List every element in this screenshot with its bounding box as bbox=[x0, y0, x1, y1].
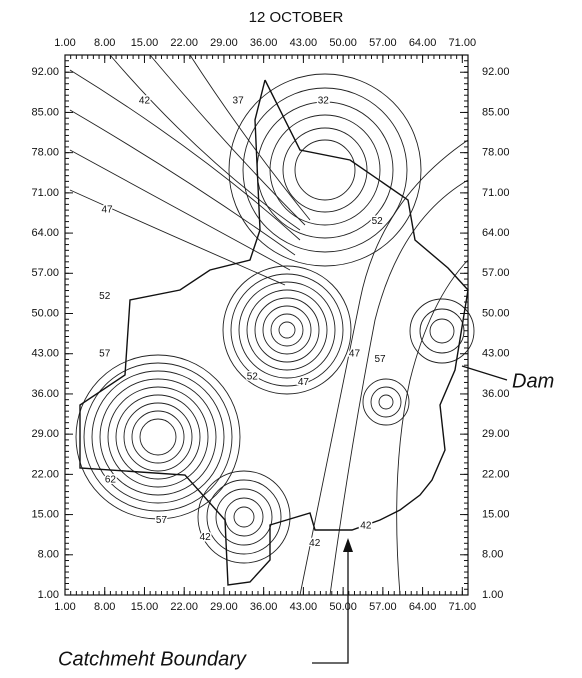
y-tick-label: 92.00 bbox=[482, 66, 510, 78]
y-tick-label: 15.00 bbox=[482, 508, 510, 520]
contour-label: 47 bbox=[349, 348, 361, 359]
y-tick-label: 78.00 bbox=[482, 147, 510, 159]
x-tick-label: 57.00 bbox=[369, 601, 397, 613]
page: {"chart_data": {"type": "contour", "titl… bbox=[0, 0, 582, 678]
x-tick-label: 15.00 bbox=[131, 37, 159, 49]
contour-label: 37 bbox=[233, 96, 245, 107]
y-tick-label: 71.00 bbox=[482, 187, 510, 199]
y-tick-label: 57.00 bbox=[31, 267, 59, 279]
dam-arrow bbox=[462, 366, 507, 380]
x-tick-label: 29.00 bbox=[210, 601, 238, 613]
x-tick-label: 8.00 bbox=[94, 601, 115, 613]
y-tick-label: 57.00 bbox=[482, 267, 510, 279]
contour-label: 42 bbox=[309, 538, 321, 549]
y-tick-label: 8.00 bbox=[38, 549, 59, 561]
dam-label: Dam bbox=[512, 370, 554, 392]
y-tick-label: 36.00 bbox=[31, 388, 59, 400]
y-tick-label: 64.00 bbox=[31, 227, 59, 239]
contour-label: 57 bbox=[374, 354, 386, 365]
y-tick-label: 50.00 bbox=[482, 307, 510, 319]
contour-label: 47 bbox=[101, 205, 113, 216]
y-tick-label: 50.00 bbox=[31, 307, 59, 319]
x-tick-label: 71.00 bbox=[449, 601, 477, 613]
y-tick-label: 8.00 bbox=[482, 549, 503, 561]
y-tick-label: 43.00 bbox=[31, 348, 59, 360]
y-tick-label: 85.00 bbox=[31, 106, 59, 118]
y-tick-label: 29.00 bbox=[31, 428, 59, 440]
arrow-head bbox=[343, 538, 353, 552]
y-tick-label: 29.00 bbox=[482, 428, 510, 440]
x-tick-label: 71.00 bbox=[449, 37, 477, 49]
y-tick-label: 78.00 bbox=[31, 147, 59, 159]
y-tick-label: 92.00 bbox=[31, 66, 59, 78]
y-tick-label: 22.00 bbox=[482, 468, 510, 480]
x-tick-label: 22.00 bbox=[170, 37, 198, 49]
contour-label: 52 bbox=[99, 291, 111, 302]
x-tick-label: 29.00 bbox=[210, 37, 238, 49]
x-tick-label: 1.00 bbox=[54, 601, 75, 613]
chart: 12 OCTOBER Dam Catchmeht Boundary 1.001.… bbox=[0, 0, 582, 678]
x-tick-label: 64.00 bbox=[409, 601, 437, 613]
contour-label: 62 bbox=[105, 475, 117, 486]
x-tick-label: 64.00 bbox=[409, 37, 437, 49]
x-tick-label: 15.00 bbox=[131, 601, 159, 613]
chart-title: 12 OCTOBER bbox=[249, 9, 344, 26]
contour-label: 42 bbox=[360, 521, 372, 532]
contour-label: 57 bbox=[156, 515, 168, 526]
y-tick-label: 22.00 bbox=[31, 468, 59, 480]
contour-label: 47 bbox=[298, 377, 310, 388]
x-tick-label: 36.00 bbox=[250, 37, 278, 49]
x-tick-label: 43.00 bbox=[290, 37, 318, 49]
contour-label: 57 bbox=[99, 348, 111, 359]
contour-label: 32 bbox=[318, 96, 330, 107]
y-tick-label: 64.00 bbox=[482, 227, 510, 239]
y-tick-label: 85.00 bbox=[482, 106, 510, 118]
x-tick-label: 1.00 bbox=[54, 37, 75, 49]
x-tick-label: 43.00 bbox=[290, 601, 318, 613]
x-tick-label: 8.00 bbox=[94, 37, 115, 49]
x-tick-label: 57.00 bbox=[369, 37, 397, 49]
contour-label: 52 bbox=[372, 216, 384, 227]
x-tick-label: 22.00 bbox=[170, 601, 198, 613]
y-tick-label: 1.00 bbox=[38, 589, 59, 601]
y-tick-label: 36.00 bbox=[482, 388, 510, 400]
y-tick-label: 71.00 bbox=[31, 187, 59, 199]
boundary-label: Catchmeht Boundary bbox=[58, 648, 247, 670]
y-tick-label: 1.00 bbox=[482, 589, 503, 601]
x-tick-label: 36.00 bbox=[250, 601, 278, 613]
contour-label: 52 bbox=[247, 371, 259, 382]
contour-label: 42 bbox=[139, 96, 151, 107]
x-tick-label: 50.00 bbox=[329, 601, 357, 613]
y-tick-label: 43.00 bbox=[482, 348, 510, 360]
contours bbox=[70, 55, 474, 595]
x-tick-label: 50.00 bbox=[329, 37, 357, 49]
contour-label: 42 bbox=[200, 532, 212, 543]
y-tick-label: 15.00 bbox=[31, 508, 59, 520]
